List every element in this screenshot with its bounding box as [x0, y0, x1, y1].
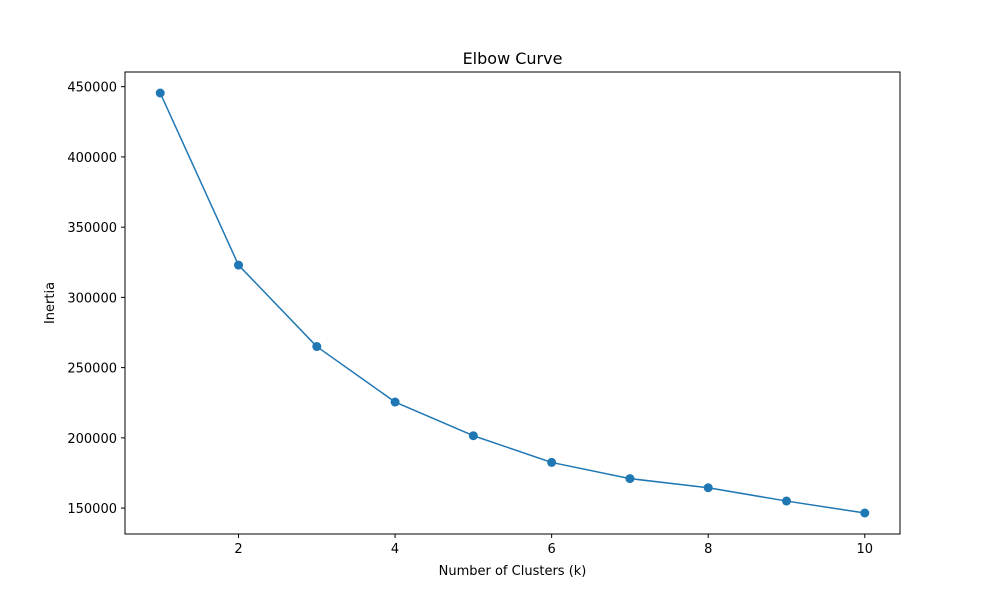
x-tick-label: 8 [704, 542, 712, 557]
y-tick-label: 350000 [67, 221, 117, 236]
data-point-marker [155, 88, 165, 98]
plot-area-frame [124, 71, 901, 535]
x-tick-label: 4 [391, 542, 399, 557]
y-tick-label: 200000 [67, 432, 117, 447]
x-tick-label: 2 [234, 542, 242, 557]
y-axis-label: Inertia [43, 282, 58, 324]
y-tick-label: 300000 [67, 291, 117, 306]
chart-title: Elbow Curve [463, 49, 563, 68]
series-line [159, 92, 865, 514]
x-tick-label: 6 [548, 542, 556, 557]
data-point-marker [860, 508, 870, 518]
x-tick-label: 10 [856, 542, 873, 557]
y-tick-label: 250000 [67, 362, 117, 377]
data-point-marker [625, 474, 635, 484]
data-point-marker [390, 397, 400, 407]
x-axis: 2 4 6 8 10 [234, 534, 873, 557]
data-point-marker [703, 483, 713, 493]
y-tick-label: 150000 [67, 502, 117, 517]
y-tick-label: 450000 [67, 81, 117, 96]
data-point-marker [234, 260, 244, 270]
y-axis: 150000 200000 250000 300000 350000 400000 4500… [67, 81, 125, 517]
y-tick-label: 400000 [67, 151, 117, 166]
data-point-marker [468, 431, 478, 441]
data-point-marker [547, 457, 557, 467]
series-layer [155, 88, 870, 518]
data-point-marker [781, 496, 791, 506]
x-axis-label: Number of Clusters (k) [439, 564, 587, 579]
data-point-marker [312, 342, 322, 352]
